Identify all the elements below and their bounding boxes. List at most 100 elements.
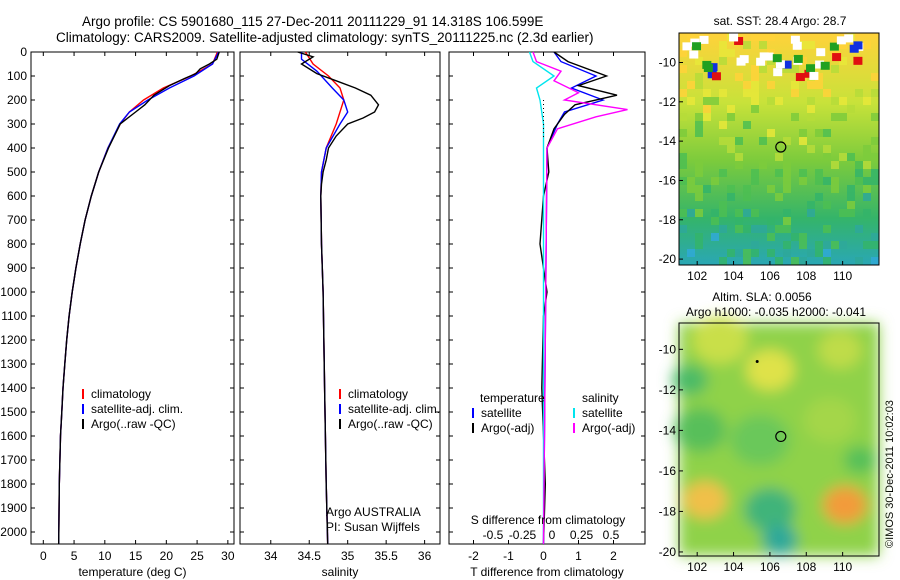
sst-cell <box>783 217 791 225</box>
legend-title: temperature <box>480 391 545 405</box>
argo-location-marker <box>775 141 787 153</box>
sst-cell <box>679 65 687 73</box>
sst-cell <box>832 53 842 62</box>
sst-cell <box>735 73 743 81</box>
sst-cell <box>847 201 855 209</box>
sst-cell <box>727 249 735 257</box>
profile-panel-3: -2 -1 0 1 2 T difference from climatology S di… <box>448 51 646 579</box>
sst-cell <box>799 233 807 241</box>
sst-cell <box>847 105 855 113</box>
sst-cell <box>775 193 783 201</box>
sst-cell <box>751 249 759 257</box>
sst-cell <box>756 57 766 66</box>
sst-cell <box>847 193 855 201</box>
x-tick-label: 25 <box>190 549 204 563</box>
sst-cell <box>751 97 759 105</box>
sst-cell <box>735 209 743 217</box>
sst-cell <box>823 225 831 233</box>
sst-cell <box>703 89 711 97</box>
sst-cell <box>775 225 783 233</box>
sst-cell <box>751 89 759 97</box>
sst-cell <box>687 249 695 257</box>
sst-cell <box>695 81 703 89</box>
sst-cell <box>871 73 879 81</box>
y-tick-label: -12 <box>659 383 677 397</box>
sst-cell <box>807 81 815 89</box>
legend-label: climatology <box>91 387 151 401</box>
sst-cell <box>775 169 783 177</box>
x-axis-label: T difference from climatology <box>470 565 624 579</box>
sla-blob <box>762 524 798 556</box>
sst-cell <box>855 89 863 97</box>
sst-cell <box>791 113 799 121</box>
sst-cell <box>783 65 791 73</box>
sst-cell <box>791 257 799 265</box>
sst-cell <box>809 71 819 80</box>
sst-cell <box>735 249 743 257</box>
top-x-tick-label: 0.25 <box>570 528 594 542</box>
y-tick-label: 1400 <box>0 381 27 395</box>
x-tick-label: 0 <box>40 549 47 563</box>
y-tick-label: 1900 <box>0 501 27 515</box>
sst-cell <box>751 81 759 89</box>
sla-blob <box>730 414 790 466</box>
y-tick-label: -10 <box>659 342 677 356</box>
sst-cell <box>831 49 839 57</box>
sst-cell <box>711 177 719 185</box>
sst-cell <box>689 50 699 59</box>
sst-cell <box>863 153 871 161</box>
sst-cell <box>719 169 727 177</box>
top-x-axis-label: S difference from climatology <box>471 513 626 527</box>
series-line-t-argo-adj- <box>539 51 618 545</box>
x-tick-label: 106 <box>760 269 780 283</box>
x-tick-label: 2 <box>610 549 617 563</box>
sst-cell <box>727 185 735 193</box>
sst-cell <box>775 153 783 161</box>
x-tick-label: -1 <box>503 549 514 563</box>
sst-cell <box>782 60 792 69</box>
figure-title-line2: Climatology: CARS2009. Satellite-adjuste… <box>56 30 594 45</box>
sst-cell <box>695 233 703 241</box>
sst-cell <box>767 249 775 257</box>
x-tick-label: 102 <box>687 269 707 283</box>
sst-cell <box>799 257 807 265</box>
sst-cell <box>823 257 831 265</box>
plot-frame <box>239 51 441 545</box>
sst-cell <box>799 41 807 49</box>
x-tick-label: 5 <box>71 549 78 563</box>
series-line-climatology <box>304 51 345 545</box>
sst-cell <box>702 60 712 69</box>
x-tick-label: 20 <box>160 549 174 563</box>
sst-cell <box>783 185 791 193</box>
sst-cell <box>815 177 823 185</box>
sst-cell <box>759 65 767 73</box>
sst-cell <box>831 161 839 169</box>
top-x-tick-label: -0.25 <box>509 528 537 542</box>
sst-cell <box>783 241 791 249</box>
x-tick-label: 106 <box>760 560 780 574</box>
sst-cell <box>719 89 727 97</box>
sst-cell <box>719 121 727 129</box>
sst-cell <box>687 33 695 41</box>
sst-cell <box>767 97 775 105</box>
legend-label: Argo(..raw -QC) <box>91 417 176 431</box>
sst-cell <box>815 169 823 177</box>
sst-cell <box>719 209 727 217</box>
y-tick-label: -12 <box>659 95 677 109</box>
sst-cell <box>807 145 815 153</box>
sst-cell <box>735 153 743 161</box>
sst-cell <box>679 225 687 233</box>
profile-panel-1: 0100200300400500600700800900100011001200… <box>0 45 235 579</box>
y-tick-label: 700 <box>7 213 27 227</box>
y-tick-label: 800 <box>7 237 27 251</box>
sst-cell <box>855 177 863 185</box>
sst-cell <box>807 113 815 121</box>
sst-cell <box>791 233 799 241</box>
sst-cell <box>863 209 871 217</box>
sst-cell <box>831 113 839 121</box>
sst-cell <box>799 129 807 137</box>
sst-cell <box>759 225 767 233</box>
y-tick-label: 1000 <box>0 285 27 299</box>
legend-label: Argo(..raw -QC) <box>348 417 433 431</box>
x-tick-label: 34 <box>264 549 278 563</box>
